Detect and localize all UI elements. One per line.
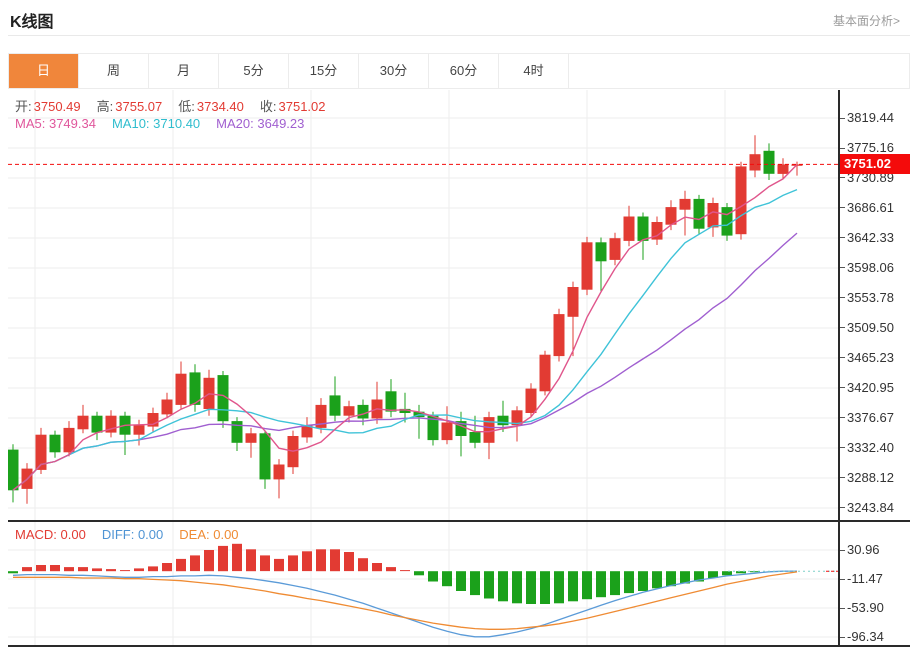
close-label: 收: xyxy=(259,99,277,114)
y-axis-tick xyxy=(840,447,845,449)
low-label: 低: xyxy=(178,99,195,114)
dea-value-readout: DEA: 0.00 xyxy=(179,527,239,542)
y-axis-label: -96.34 xyxy=(847,629,884,644)
high-label: 高: xyxy=(96,99,114,114)
low-value: 3734.40 xyxy=(196,99,244,114)
y-axis-tick xyxy=(840,357,845,359)
open-label: 开: xyxy=(15,99,32,114)
y-axis-label: 3376.67 xyxy=(847,409,894,425)
y-axis-tick xyxy=(840,177,845,179)
ma5-line xyxy=(12,164,798,491)
main-chart-area: 开: 3750.49 高: 3755.07 低: 3734.40 收: 3751.02 MA5… xyxy=(8,90,910,520)
tab-4时[interactable]: 4时 xyxy=(499,54,569,88)
y-axis-label: 3553.78 xyxy=(847,289,894,305)
macd-readout: MACD: 0.00 DIFF: 0.00 DEA: 0.00 xyxy=(15,527,239,542)
tab-60分[interactable]: 60分 xyxy=(429,54,499,88)
y-axis-label: 30.96 xyxy=(847,542,880,557)
candlestick-chart[interactable] xyxy=(8,90,838,520)
dea-line xyxy=(13,571,798,630)
y-axis-label: 3686.61 xyxy=(847,199,894,215)
ma10-line xyxy=(12,188,798,491)
tab-日[interactable]: 日 xyxy=(9,54,79,88)
y-axis-tick xyxy=(840,636,845,638)
macd-panel: MACD: 0.00 DIFF: 0.00 DEA: 0.00 30.96 -11.4… xyxy=(8,520,910,647)
y-axis-tick xyxy=(840,578,845,580)
tab-周[interactable]: 周 xyxy=(79,54,149,88)
y-axis-label: 3465.23 xyxy=(847,349,894,365)
y-axis-label: 3288.12 xyxy=(847,469,894,485)
widget-header: K线图 基本面分析> xyxy=(10,8,910,32)
fundamental-analysis-link[interactable]: 基本面分析> xyxy=(832,14,900,28)
y-axis-label: 3420.95 xyxy=(847,379,894,395)
ma-lines xyxy=(12,164,798,491)
page-title: K线图 xyxy=(10,14,54,31)
y-axis-label: 3509.50 xyxy=(847,319,894,335)
y-axis-label: -11.47 xyxy=(847,571,883,586)
price-axis: 3819.44 3775.16 3730.89 3686.61 3642.33 3598.… xyxy=(838,90,912,520)
tab-30分[interactable]: 30分 xyxy=(359,54,429,88)
y-axis-tick xyxy=(840,507,845,509)
y-axis-tick xyxy=(840,207,845,209)
y-axis-tick xyxy=(840,387,845,389)
close-value: 3751.02 xyxy=(278,99,326,114)
y-axis-tick xyxy=(840,417,845,419)
y-axis-tick xyxy=(840,327,845,329)
y-axis-label: -53.90 xyxy=(847,600,884,615)
y-axis-label: 3243.84 xyxy=(847,499,894,515)
diff-value-readout: DIFF: 0.00 xyxy=(101,527,164,542)
header-divider xyxy=(8,35,910,36)
y-axis-tick xyxy=(840,607,845,609)
y-axis-label: 3775.16 xyxy=(847,140,894,155)
candles xyxy=(8,135,803,504)
macd-value-readout: MACD: 0.00 xyxy=(15,527,86,542)
y-axis-tick xyxy=(840,477,845,479)
y-axis-label: 3642.33 xyxy=(847,229,894,245)
ma10-readout: MA10: 3710.40 xyxy=(111,116,201,131)
y-axis-label: 3332.40 xyxy=(847,439,894,455)
macd-lines xyxy=(12,570,798,638)
ohlc-readout: 开: 3750.49 高: 3755.07 低: 3734.40 收: 3751.02 xyxy=(15,96,342,115)
y-axis-tick xyxy=(840,297,845,299)
y-axis-tick xyxy=(840,267,845,269)
ma20-line xyxy=(12,232,798,491)
high-value: 3755.07 xyxy=(115,99,163,114)
ma-readout: MA5: 3749.34 MA10: 3710.40 MA20: 3649.23 xyxy=(15,116,304,131)
tab-bar: 日周月 5分 15分 30分 60分 4时 xyxy=(8,53,910,89)
y-axis-tick xyxy=(840,549,845,551)
y-axis-label: 3819.44 xyxy=(847,110,894,125)
tab-5分[interactable]: 5分 xyxy=(219,54,289,88)
macd-axis: 30.96 -11.47 -53.90 -96.34 xyxy=(838,522,912,645)
grid-lines xyxy=(8,90,838,520)
ma20-readout: MA20: 3649.23 xyxy=(216,116,305,131)
y-axis-label: 3598.06 xyxy=(847,259,894,275)
current-price-marker: 3751.02 xyxy=(840,154,910,175)
tab-月[interactable]: 月 xyxy=(149,54,219,88)
tab-15分[interactable]: 15分 xyxy=(289,54,359,88)
open-value: 3750.49 xyxy=(33,99,81,114)
macd-bars xyxy=(8,543,760,604)
ma5-readout: MA5: 3749.34 xyxy=(15,116,96,131)
y-axis-tick xyxy=(840,237,845,239)
y-axis-tick xyxy=(840,147,845,149)
macd-chart[interactable] xyxy=(8,522,838,645)
diff-line xyxy=(12,570,797,638)
y-axis-tick xyxy=(840,117,845,119)
